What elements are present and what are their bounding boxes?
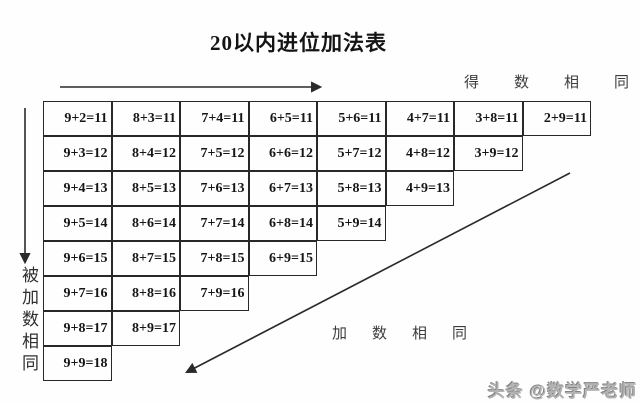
augend-same-label: 被加数相同 bbox=[19, 266, 38, 376]
addition-cell: 8+3=11 bbox=[111, 101, 180, 136]
table-row: 9+5=14 8+6=14 7+7=14 6+8=14 5+9=14 bbox=[43, 206, 591, 241]
table-row: 9+2=11 8+3=11 7+4=11 6+5=11 5+6=11 4+7=11 3+8=… bbox=[43, 101, 591, 136]
addends-same-label: 加数相同 bbox=[332, 326, 493, 342]
addition-cell: 9+2=11 bbox=[43, 101, 112, 136]
addition-cell: 8+5=13 bbox=[111, 171, 180, 206]
addition-cell: 8+6=14 bbox=[111, 206, 180, 241]
addition-cell: 5+7=12 bbox=[317, 136, 386, 171]
addition-cell: 7+8=15 bbox=[180, 241, 249, 276]
table-row: 9+6=15 8+7=15 7+8=15 6+9=15 bbox=[43, 241, 591, 276]
addition-cell: 2+9=11 bbox=[522, 101, 591, 136]
addition-cell: 9+3=12 bbox=[43, 136, 112, 171]
addition-cell: 6+9=15 bbox=[248, 241, 317, 276]
table-row: 9+3=12 8+4=12 7+5=12 6+6=12 5+7=12 4+8=12 3+9=… bbox=[43, 136, 591, 171]
addition-cell: 7+9=16 bbox=[180, 276, 249, 311]
addition-cell: 6+5=11 bbox=[248, 101, 317, 136]
addition-cell: 8+9=17 bbox=[111, 311, 180, 346]
addition-table: 9+2=11 8+3=11 7+4=11 6+5=11 5+6=11 4+7=11 3+8=… bbox=[43, 101, 591, 381]
addition-cell: 9+4=13 bbox=[43, 171, 112, 206]
addition-cell: 7+4=11 bbox=[180, 101, 249, 136]
addition-cell: 6+6=12 bbox=[248, 136, 317, 171]
addition-cell: 5+8=13 bbox=[317, 171, 386, 206]
table-row: 9+7=16 8+8=16 7+9=16 bbox=[43, 276, 591, 311]
addition-cell: 6+7=13 bbox=[248, 171, 317, 206]
addition-cell: 9+5=14 bbox=[43, 206, 112, 241]
addition-cell: 4+8=12 bbox=[385, 136, 454, 171]
addition-cell: 7+6=13 bbox=[180, 171, 249, 206]
watermark: 头条 @数学严老师 bbox=[488, 382, 638, 401]
table-row: 9+4=13 8+5=13 7+6=13 6+7=13 5+8=13 4+9=13 bbox=[43, 171, 591, 206]
addition-cell: 5+9=14 bbox=[317, 206, 386, 241]
sums-same-label: 得数相同 bbox=[464, 75, 629, 91]
addition-cell: 3+8=11 bbox=[454, 101, 523, 136]
table-row: 9+8=17 8+9=17 bbox=[43, 311, 591, 346]
addition-cell: 9+6=15 bbox=[43, 241, 112, 276]
addition-cell: 9+9=18 bbox=[43, 346, 112, 381]
addition-cell: 4+9=13 bbox=[385, 171, 454, 206]
table-row: 9+9=18 bbox=[43, 346, 591, 381]
addition-cell: 8+8=16 bbox=[111, 276, 180, 311]
addition-cell: 3+9=12 bbox=[454, 136, 523, 171]
addition-cell: 8+4=12 bbox=[111, 136, 180, 171]
addition-cell: 6+8=14 bbox=[248, 206, 317, 241]
addition-cell: 9+8=17 bbox=[43, 311, 112, 346]
addition-cell: 5+6=11 bbox=[317, 101, 386, 136]
addition-cell: 9+7=16 bbox=[43, 276, 112, 311]
addition-cell: 4+7=11 bbox=[385, 101, 454, 136]
addition-cell: 7+5=12 bbox=[180, 136, 249, 171]
page-title: 20以内进位加法表 bbox=[210, 31, 387, 55]
addition-cell: 7+7=14 bbox=[180, 206, 249, 241]
addition-cell: 8+7=15 bbox=[111, 241, 180, 276]
